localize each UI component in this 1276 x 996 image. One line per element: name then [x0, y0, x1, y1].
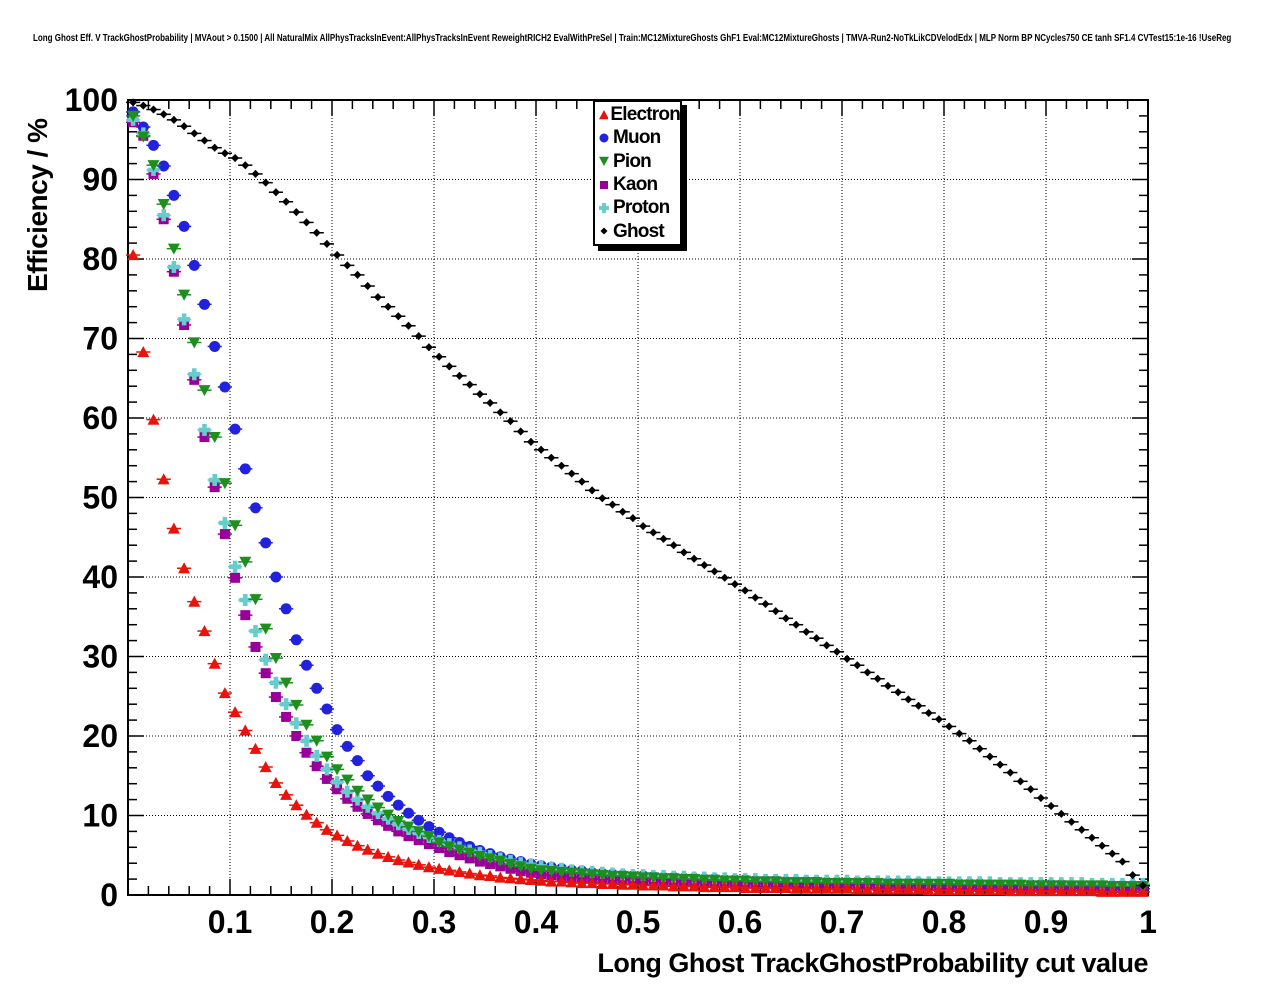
diamond-marker-icon [600, 227, 608, 235]
series-ghost [126, 98, 1150, 890]
legend-label: Muon [613, 127, 661, 149]
svg-text:0: 0 [100, 877, 118, 913]
svg-text:0.1: 0.1 [208, 904, 252, 940]
svg-text:1: 1 [1139, 904, 1157, 940]
svg-text:50: 50 [82, 480, 118, 516]
svg-text:40: 40 [82, 559, 118, 595]
y-axis-title: Efficiency / % [22, 118, 53, 292]
legend-label: Electron [610, 104, 680, 126]
axis-ticks [128, 99, 1149, 896]
legend-label: Proton [613, 197, 670, 219]
svg-text:30: 30 [82, 639, 118, 675]
square-marker-icon [600, 180, 608, 189]
svg-text:0.4: 0.4 [514, 904, 559, 940]
circle-marker-icon [599, 133, 609, 143]
triangle-up-marker-icon [599, 109, 609, 119]
svg-text:0.9: 0.9 [1024, 904, 1068, 940]
svg-text:0.7: 0.7 [820, 904, 864, 940]
legend-entry-proton: Proton [597, 196, 680, 219]
x-axis-title: Long Ghost TrackGhostProbability cut val… [597, 948, 1148, 978]
plus-marker-icon [599, 202, 609, 213]
legend-entry-pion: Pion [597, 150, 680, 173]
triangle-down-marker-icon [599, 157, 609, 167]
svg-text:10: 10 [82, 798, 118, 834]
legend-entry-kaon: Kaon [597, 173, 680, 196]
series-electron [126, 249, 1150, 897]
svg-text:0.2: 0.2 [310, 904, 354, 940]
svg-text:80: 80 [82, 241, 118, 277]
svg-text:90: 90 [82, 162, 118, 198]
svg-text:0.6: 0.6 [718, 904, 762, 940]
legend-label: Kaon [613, 174, 658, 196]
svg-text:0.3: 0.3 [412, 904, 456, 940]
chart-title: Long Ghost Eff. V TrackGhostProbability … [33, 33, 1232, 44]
svg-text:60: 60 [82, 400, 118, 436]
legend-label: Ghost [613, 220, 665, 242]
legend-entry-electron: Electron [597, 103, 681, 126]
svg-text:0.8: 0.8 [922, 904, 966, 940]
svg-text:0.5: 0.5 [616, 904, 660, 940]
svg-text:100: 100 [65, 82, 118, 118]
svg-text:70: 70 [82, 321, 118, 357]
legend-entry-muon: Muon [597, 126, 680, 149]
legend-entry-ghost: Ghost [597, 220, 680, 243]
legend-label: Pion [613, 150, 652, 172]
svg-text:20: 20 [82, 718, 118, 754]
legend-box: Electron Muon Pion Kaon Proton Ghost [593, 100, 682, 246]
y-tick-labels: 0 10 20 30 40 50 60 70 80 90 100 [65, 82, 118, 913]
x-tick-labels: 0.1 0.2 0.3 0.4 0.5 0.6 0.7 0.8 0.9 1 [208, 904, 1157, 940]
